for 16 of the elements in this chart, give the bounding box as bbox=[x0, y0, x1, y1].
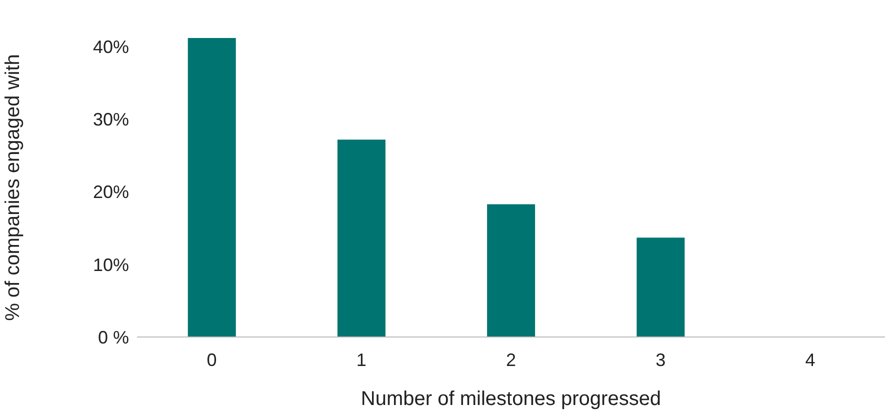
y-tick-label: 20% bbox=[92, 182, 129, 202]
y-tick-label: 0 % bbox=[98, 327, 129, 348]
bar bbox=[487, 204, 536, 337]
x-tick-label: 4 bbox=[805, 350, 816, 370]
y-tick-label: 40% bbox=[92, 37, 129, 58]
bar bbox=[636, 238, 685, 337]
x-tick-label: 0 bbox=[206, 350, 217, 370]
y-tick-label: 30% bbox=[92, 110, 129, 130]
y-tick-label: 10% bbox=[92, 254, 129, 275]
x-tick-label: 2 bbox=[506, 350, 516, 370]
x-tick-label: 3 bbox=[656, 350, 666, 370]
y-axis-title: % of companies engaged with bbox=[2, 54, 24, 321]
bar bbox=[188, 38, 236, 337]
bar bbox=[337, 140, 386, 337]
x-tick-label: 1 bbox=[356, 350, 366, 370]
x-axis-title: Number of milestones progressed bbox=[360, 388, 662, 410]
